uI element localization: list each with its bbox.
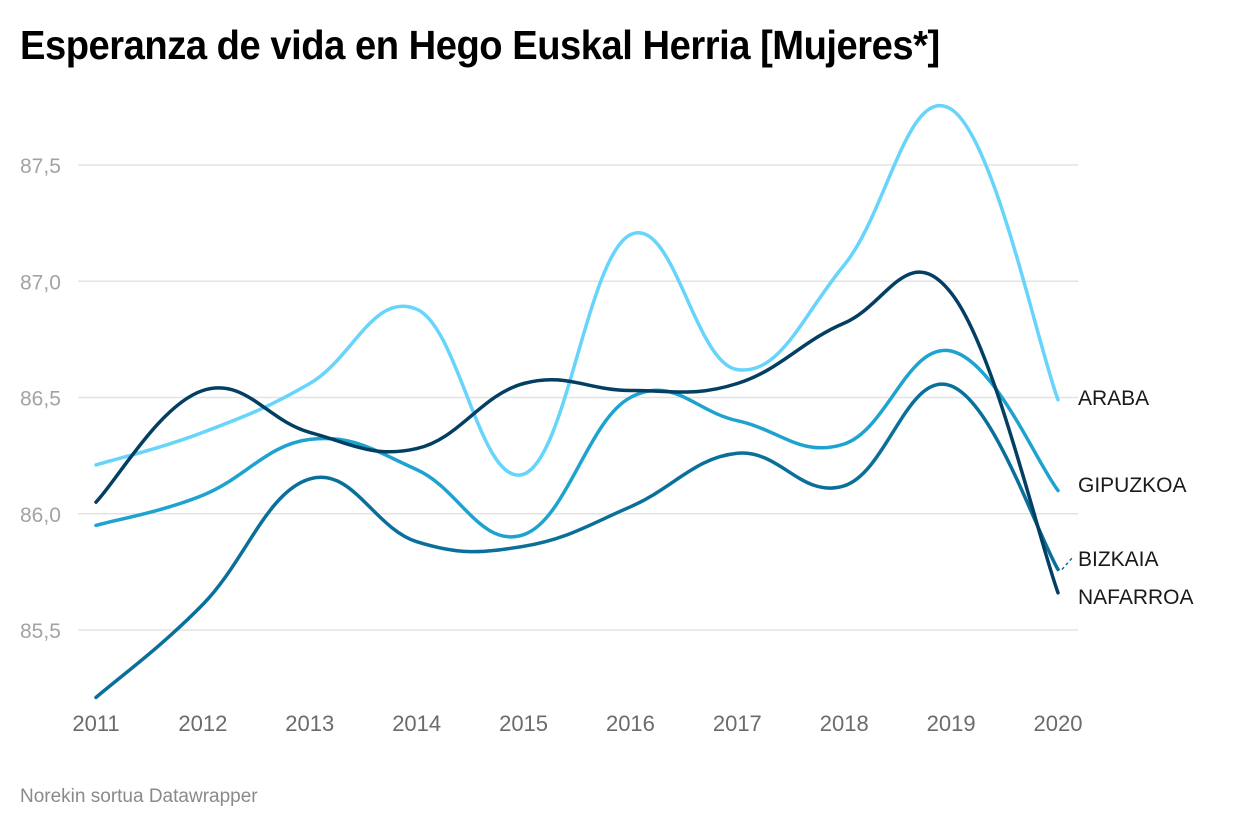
- series-labels: ARABA GIPUZKOA BIZKAIA NAFARROA: [1061, 387, 1194, 609]
- label-connector: [1061, 557, 1073, 571]
- series-label-nafarroa: NAFARROA: [1078, 586, 1194, 609]
- y-tick-label: 86,5: [20, 388, 61, 411]
- series-line-bizkaia: [94, 382, 1060, 700]
- x-tick-label: 2015: [499, 711, 548, 736]
- x-tick-label: 2013: [285, 711, 334, 736]
- x-axis-ticks: 2011 2012 2013 2014 2015 2016 2017 2018 2019 2020: [72, 711, 1082, 736]
- x-tick-label: 2020: [1034, 711, 1083, 736]
- series-label-bizkaia: BIZKAIA: [1078, 548, 1159, 571]
- series-label-araba: ARABA: [1078, 387, 1149, 410]
- y-tick-label: 87,5: [20, 155, 61, 178]
- series-line-gipuzkoa: [94, 348, 1060, 539]
- x-tick-label: 2016: [606, 711, 655, 736]
- chart-title: Esperanza de vida en Hego Euskal Herria …: [20, 22, 940, 68]
- x-tick-label: 2018: [820, 711, 869, 736]
- y-axis-ticks: 85,5 86,0 86,5 87,0 87,5: [20, 155, 61, 643]
- y-tick-label: 85,5: [20, 620, 61, 643]
- series-line-araba: [94, 104, 1060, 477]
- x-tick-label: 2019: [927, 711, 976, 736]
- series-line-nafarroa: [94, 270, 1060, 595]
- x-tick-label: 2011: [72, 711, 119, 736]
- series-label-gipuzkoa: GIPUZKOA: [1078, 474, 1187, 497]
- x-tick-label: 2012: [178, 711, 227, 736]
- x-tick-label: 2014: [392, 711, 441, 736]
- gridlines: [78, 164, 1078, 631]
- x-tick-label: 2017: [713, 711, 762, 736]
- y-tick-label: 87,0: [20, 271, 61, 294]
- series-lines: [94, 104, 1060, 700]
- y-tick-label: 86,0: [20, 504, 61, 527]
- footer-credit: Norekin sortua Datawrapper: [20, 786, 258, 807]
